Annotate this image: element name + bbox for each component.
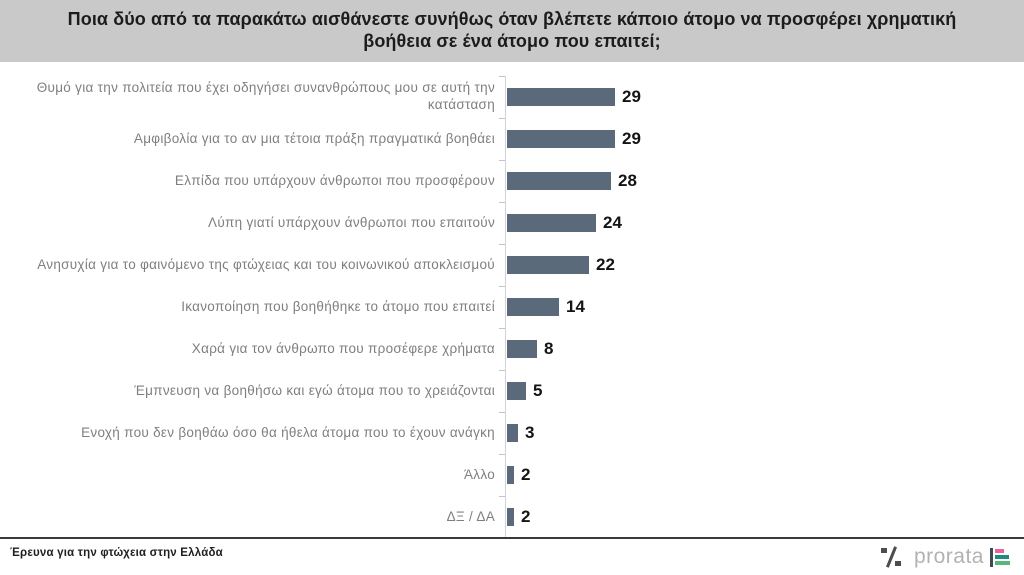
chart-row: ΔΞ / ΔΑ 2: [0, 495, 1024, 539]
bar: [507, 340, 537, 358]
bar-cell: 14: [499, 285, 1024, 328]
bar-value-label: 22: [596, 255, 615, 274]
chart-row: Χαρά για τον άνθρωπο που προσέφερε χρήμα…: [0, 327, 1024, 370]
bar-value-label: 14: [566, 297, 585, 316]
category-label: Έμπνευση να βοηθήσω και εγώ άτομα που το…: [134, 382, 495, 398]
chart-row: Ελπίδα που υπάρχουν άνθρωποι που προσφέρ…: [0, 159, 1024, 202]
prorata-logo: prorata: [880, 545, 1010, 569]
category-label: Λύπη γιατί υπάρχουν άνθρωποι που επαιτού…: [208, 214, 495, 230]
bar-value-label: 28: [618, 171, 637, 190]
bar-cell: 22: [499, 243, 1024, 286]
bar: [507, 508, 514, 526]
brand-name: prorata: [913, 545, 984, 568]
chart-title: Ποια δύο από τα παρακάτω αισθάνεστε συνή…: [67, 9, 957, 51]
bar: [507, 214, 596, 232]
bar-value-label: 5: [533, 381, 543, 400]
bar: [507, 172, 611, 190]
bar-value-label: 3: [525, 423, 535, 442]
bar-cell: 5: [499, 369, 1024, 412]
source-note: Έρευνα για την φτώχεια στην Ελλάδα: [10, 547, 223, 559]
bar-cell: 28: [499, 159, 1024, 202]
chart-row: Ενοχή που δεν βοηθάω όσο θα ήθελα άτομα …: [0, 411, 1024, 454]
category-label: Θυμό για την πολιτεία που έχει οδηγήσει …: [36, 80, 495, 112]
category-label: ΔΞ / ΔΑ: [446, 508, 495, 524]
mini-bar-chart-icon: [990, 547, 1010, 567]
chart-row: Θυμό για την πολιτεία που έχει οδηγήσει …: [0, 75, 1024, 118]
bar: [507, 88, 615, 106]
category-label: Ελπίδα που υπάρχουν άνθρωποι που προσφέρ…: [174, 172, 495, 188]
bar-value-label: 8: [544, 339, 554, 358]
bar-value-label: 2: [521, 507, 531, 526]
bar: [507, 298, 559, 316]
bar-cell: 2: [499, 495, 1024, 539]
bar-cell: 8: [499, 327, 1024, 370]
mini-chart-bar-pink: [995, 548, 1004, 553]
title-band: Ποια δύο από τα παρακάτω αισθάνεστε συνή…: [0, 0, 1024, 62]
bar-value-label: 2: [521, 465, 531, 484]
chart-row: Ικανοποίηση που βοηθήθηκε το άτομο που ε…: [0, 285, 1024, 328]
category-label: Χαρά για τον άνθρωπο που προσέφερε χρήμα…: [191, 340, 495, 356]
horizontal-bar-chart: Θυμό για την πολιτεία που έχει οδηγήσει …: [0, 62, 1024, 539]
bar: [507, 382, 526, 400]
category-label: Ενοχή που δεν βοηθάω όσο θα ήθελα άτομα …: [81, 424, 495, 440]
bar-value-label: 24: [603, 213, 622, 232]
category-label: Άλλο: [463, 466, 495, 482]
bar: [507, 256, 589, 274]
bar: [507, 130, 615, 148]
mini-chart-bar-teal: [995, 554, 1009, 559]
percent-dot-top: [880, 548, 887, 553]
mini-chart-axis: [990, 547, 993, 567]
bar-cell: 29: [499, 117, 1024, 160]
bar: [507, 466, 514, 484]
bar: [507, 424, 518, 442]
chart-row: Λύπη γιατί υπάρχουν άνθρωποι που επαιτού…: [0, 201, 1024, 244]
bar-value-label: 29: [622, 129, 641, 148]
chart-row: Αμφιβολία για το αν μια τέτοια πράξη πρα…: [0, 117, 1024, 160]
chart-row: Ανησυχία για το φαινόμενο της φτώχειας κ…: [0, 243, 1024, 286]
category-label: Ανησυχία για το φαινόμενο της φτώχειας κ…: [37, 256, 495, 272]
footer: Έρευνα για την φτώχεια στην Ελλάδα prora…: [0, 537, 1024, 575]
bar-cell: 24: [499, 201, 1024, 244]
bar-value-label: 29: [622, 87, 641, 106]
category-label: Αμφιβολία για το αν μια τέτοια πράξη πρα…: [133, 130, 495, 146]
bar-cell: 29: [499, 75, 1024, 118]
percent-dot-bottom: [894, 561, 901, 566]
mini-chart-bar-green: [995, 560, 1010, 565]
chart-row: Άλλο 2: [0, 453, 1024, 496]
category-label: Ικανοποίηση που βοηθήθηκε το άτομο που ε…: [181, 298, 495, 314]
percent-icon: [880, 546, 902, 568]
bar-cell: 3: [499, 411, 1024, 454]
chart-row: Έμπνευση να βοηθήσω και εγώ άτομα που το…: [0, 369, 1024, 412]
bar-cell: 2: [499, 453, 1024, 496]
